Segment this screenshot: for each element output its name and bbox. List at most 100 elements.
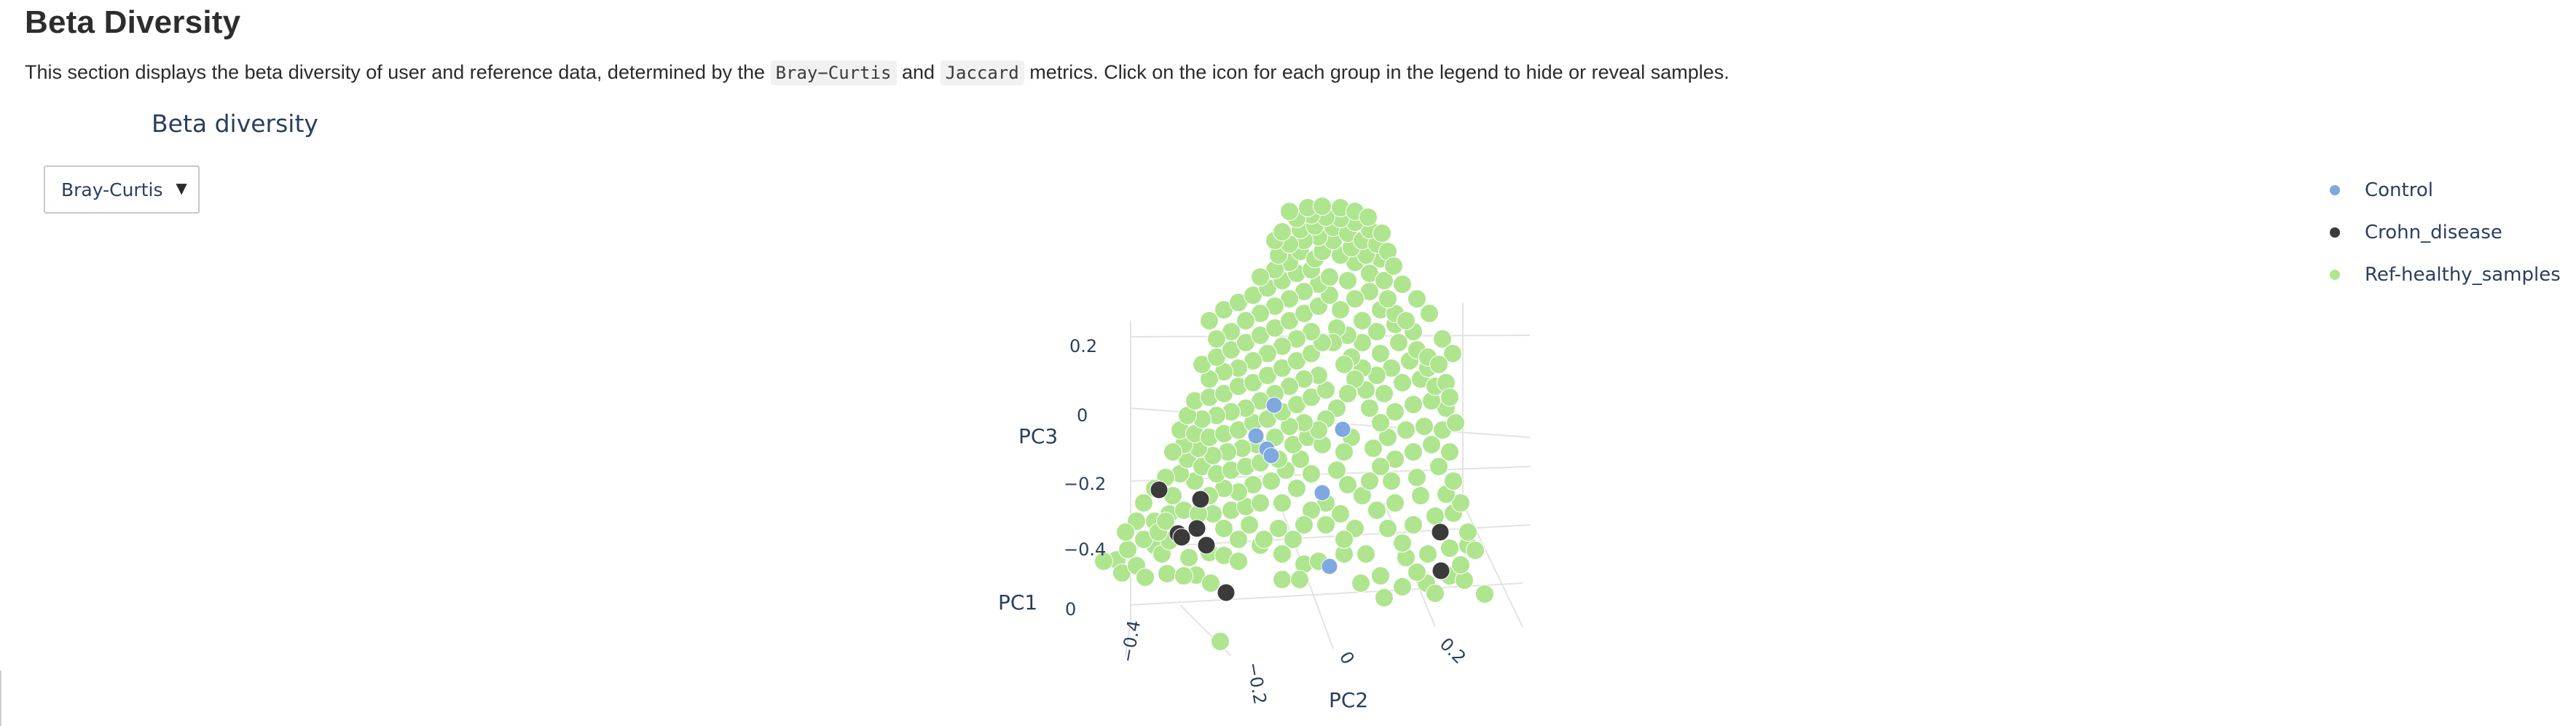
data-point[interactable]	[1371, 344, 1390, 363]
data-point[interactable]	[1466, 541, 1485, 560]
data-point[interactable]	[1433, 329, 1452, 348]
data-point[interactable]	[1335, 530, 1354, 549]
data-point[interactable]	[1247, 427, 1265, 445]
data-point[interactable]	[1200, 311, 1219, 330]
data-point[interactable]	[1420, 304, 1439, 323]
data-point[interactable]	[1378, 519, 1397, 538]
data-point[interactable]	[1429, 355, 1448, 374]
data-point[interactable]	[1263, 447, 1280, 464]
data-point[interactable]	[1331, 300, 1350, 319]
data-point[interactable]	[1378, 289, 1397, 308]
data-point[interactable]	[1273, 544, 1292, 563]
data-point[interactable]	[1393, 577, 1412, 596]
data-point[interactable]	[1338, 475, 1357, 494]
data-point[interactable]	[1386, 402, 1405, 421]
data-point[interactable]	[1251, 268, 1270, 286]
data-point[interactable]	[1316, 515, 1335, 534]
data-point[interactable]	[1393, 534, 1412, 553]
data-point[interactable]	[1422, 435, 1441, 454]
data-point[interactable]	[1280, 202, 1299, 221]
data-point[interactable]	[1443, 344, 1462, 363]
data-point[interactable]	[1407, 563, 1426, 582]
data-point[interactable]	[1163, 442, 1182, 461]
data-point[interactable]	[1094, 552, 1113, 571]
data-point[interactable]	[1404, 395, 1423, 414]
data-point[interactable]	[1404, 442, 1423, 461]
data-point[interactable]	[1458, 523, 1477, 542]
data-point[interactable]	[1440, 539, 1459, 558]
data-point[interactable]	[1386, 493, 1405, 512]
data-point[interactable]	[1426, 507, 1445, 526]
data-point[interactable]	[1397, 421, 1415, 440]
data-point[interactable]	[1273, 222, 1292, 241]
data-point[interactable]	[1440, 442, 1459, 461]
data-point[interactable]	[1179, 548, 1198, 567]
data-point[interactable]	[1273, 570, 1292, 589]
data-point[interactable]	[1359, 208, 1378, 227]
data-point[interactable]	[1431, 523, 1450, 542]
data-point[interactable]	[1156, 512, 1175, 531]
data-point[interactable]	[1320, 268, 1339, 286]
data-point[interactable]	[1440, 388, 1459, 407]
data-point[interactable]	[1415, 417, 1434, 436]
data-point[interactable]	[1393, 275, 1412, 294]
data-point[interactable]	[1207, 329, 1226, 348]
data-point[interactable]	[1338, 271, 1357, 290]
data-point[interactable]	[1360, 399, 1379, 418]
data-point[interactable]	[1201, 574, 1220, 593]
data-point[interactable]	[1229, 530, 1248, 549]
data-point[interactable]	[1407, 289, 1426, 308]
legend-item-ref-healthy-samples[interactable]: Ref-healthy_samples	[2324, 254, 2561, 296]
data-point[interactable]	[1429, 457, 1448, 476]
legend-item-control[interactable]: Control	[2324, 169, 2561, 211]
data-point[interactable]	[1334, 421, 1351, 438]
data-point[interactable]	[1360, 472, 1379, 491]
data-point[interactable]	[1371, 566, 1390, 585]
data-point[interactable]	[1302, 464, 1321, 483]
data-point[interactable]	[1451, 493, 1470, 512]
data-point[interactable]	[1451, 555, 1470, 574]
data-point[interactable]	[1335, 442, 1354, 461]
data-point[interactable]	[1134, 493, 1153, 512]
data-point[interactable]	[1174, 566, 1193, 585]
data-point[interactable]	[1240, 515, 1259, 534]
data-point[interactable]	[1262, 472, 1281, 491]
data-point[interactable]	[1375, 271, 1394, 290]
data-point[interactable]	[1407, 468, 1426, 487]
data-point[interactable]	[1475, 585, 1494, 604]
data-point[interactable]	[1335, 355, 1354, 374]
data-point[interactable]	[1393, 373, 1412, 392]
data-point[interactable]	[1236, 311, 1255, 330]
data-point[interactable]	[1389, 333, 1408, 352]
data-point[interactable]	[1211, 632, 1230, 651]
data-point[interactable]	[1338, 384, 1357, 403]
data-point[interactable]	[1118, 540, 1137, 559]
data-point[interactable]	[1346, 289, 1364, 308]
data-point[interactable]	[1367, 322, 1386, 341]
data-point[interactable]	[1313, 484, 1331, 501]
data-point[interactable]	[1214, 519, 1233, 538]
data-point[interactable]	[1269, 519, 1288, 538]
data-point[interactable]	[1382, 472, 1401, 491]
data-point[interactable]	[1397, 311, 1415, 330]
data-point[interactable]	[1313, 197, 1332, 216]
data-point[interactable]	[1172, 528, 1191, 547]
data-point[interactable]	[1265, 397, 1283, 414]
data-point[interactable]	[1404, 515, 1423, 534]
data-point[interactable]	[1116, 523, 1135, 542]
data-point[interactable]	[1229, 552, 1248, 571]
data-point[interactable]	[1375, 384, 1394, 403]
data-point[interactable]	[1432, 561, 1450, 580]
data-point[interactable]	[1136, 568, 1155, 587]
data-point[interactable]	[1356, 544, 1375, 563]
data-point[interactable]	[1273, 493, 1292, 512]
metric-dropdown[interactable]: Bray-Curtis ▼	[44, 165, 200, 214]
data-point[interactable]	[1364, 439, 1383, 458]
data-point[interactable]	[1321, 558, 1338, 575]
data-point[interactable]	[1284, 530, 1303, 549]
data-point[interactable]	[1367, 501, 1386, 520]
data-point[interactable]	[1373, 224, 1391, 243]
data-point[interactable]	[1371, 413, 1390, 432]
data-point[interactable]	[1418, 544, 1437, 563]
